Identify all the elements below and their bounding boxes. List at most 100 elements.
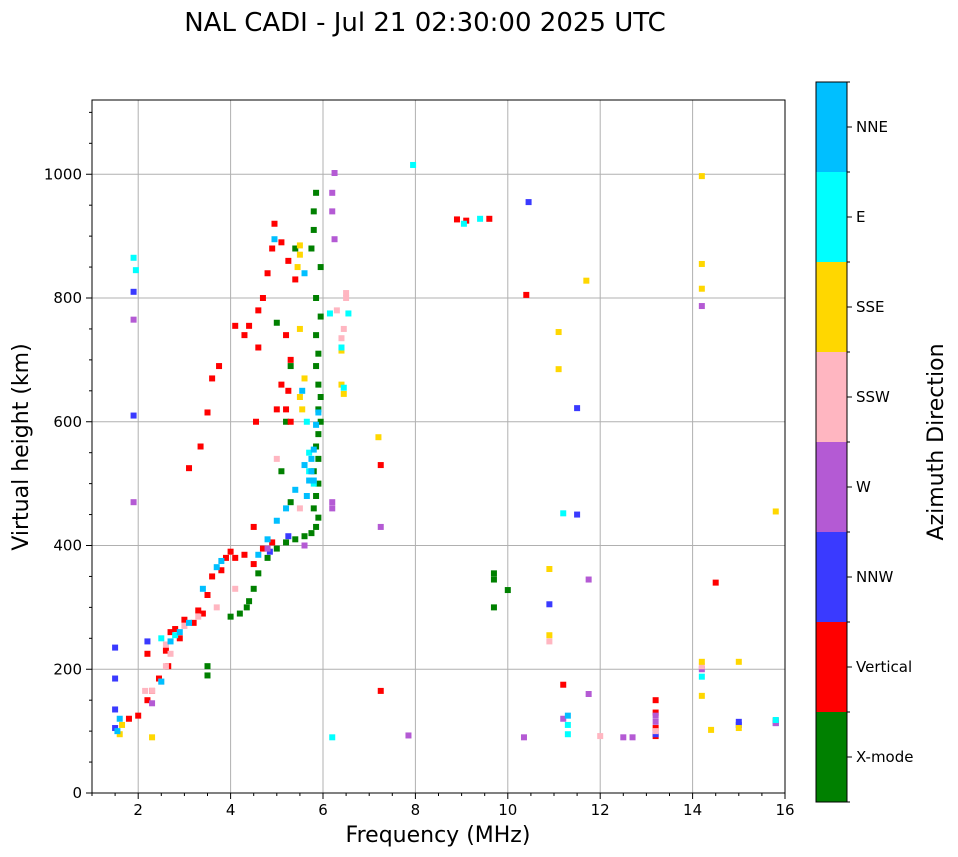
data-point-nne: [116, 715, 123, 722]
colorbar-segment-nnw: [816, 532, 847, 622]
data-point-x-mode: [283, 418, 290, 425]
data-point-w: [329, 499, 336, 506]
data-point-vertical: [199, 610, 206, 617]
colorbar-segment-x-mode: [816, 712, 847, 802]
data-point-vertical: [269, 539, 276, 546]
data-point-e: [303, 418, 310, 425]
plot-frame: [91, 99, 786, 794]
data-point-ssw: [162, 641, 169, 648]
data-point-vertical: [652, 709, 659, 716]
data-point-ssw: [333, 307, 340, 314]
data-point-x-mode: [313, 443, 320, 450]
chart-title: NAL CADI - Jul 21 02:30:00 2025 UTC: [184, 8, 666, 38]
data-point-e: [345, 310, 352, 317]
data-point-x-mode: [246, 598, 253, 605]
data-point-x-mode: [310, 226, 317, 233]
data-point-vertical: [283, 332, 290, 339]
data-point-ssw: [195, 613, 202, 620]
data-point-x-mode: [317, 418, 324, 425]
data-point-nne: [564, 712, 571, 719]
data-point-e: [158, 635, 165, 642]
data-point-w: [652, 712, 659, 719]
data-point-sse: [698, 658, 705, 665]
data-point-vertical: [209, 375, 216, 382]
data-point-ssw: [273, 455, 280, 462]
data-point-x-mode: [227, 613, 234, 620]
data-point-w: [331, 236, 338, 243]
data-point-x-mode: [313, 363, 320, 370]
y-tick-label: 800: [53, 289, 82, 307]
data-point-sse: [772, 508, 779, 515]
colorbar-tick-label: W: [856, 478, 871, 496]
data-point-nne: [315, 409, 322, 416]
data-point-x-mode: [308, 530, 315, 537]
data-point-w: [130, 316, 137, 323]
data-point-nne: [306, 477, 313, 484]
data-point-vertical: [246, 322, 253, 329]
data-point-w: [405, 732, 412, 739]
data-point-vertical: [241, 551, 248, 558]
data-point-vertical: [377, 687, 384, 694]
data-point-ssw: [343, 295, 350, 301]
data-point-vertical: [172, 626, 179, 633]
data-point-x-mode: [313, 523, 320, 530]
data-point-vertical: [218, 567, 225, 574]
data-point-x-mode: [236, 610, 243, 617]
data-point-nne: [303, 493, 310, 499]
data-point-vertical: [463, 217, 470, 224]
data-point-sse: [338, 347, 345, 354]
data-point-vertical: [190, 619, 197, 626]
data-point-vertical: [285, 387, 292, 394]
data-point-nne: [213, 564, 220, 571]
data-point-nnw: [266, 548, 273, 555]
x-tick-label: 12: [591, 801, 610, 819]
data-point-x-mode: [315, 406, 322, 413]
data-point-x-mode: [490, 576, 497, 583]
data-point-vertical: [283, 406, 290, 413]
data-point-vertical: [155, 675, 162, 682]
data-point-ssw: [181, 622, 188, 629]
data-point-w: [560, 715, 567, 722]
data-point-sse: [546, 566, 553, 573]
data-point-sse: [708, 726, 715, 733]
data-point-sse: [698, 692, 705, 699]
data-point-w: [130, 499, 137, 506]
data-point-vertical: [176, 635, 183, 642]
data-point-w: [698, 666, 705, 673]
data-point-nne: [301, 462, 308, 469]
data-point-vertical: [227, 548, 234, 555]
data-point-w: [698, 303, 705, 310]
data-point-ssw: [149, 687, 156, 694]
data-point-nnw: [546, 601, 553, 608]
data-point-ssw: [652, 728, 659, 735]
data-point-sse: [698, 285, 705, 292]
data-point-vertical: [255, 344, 262, 351]
data-point-ssw: [232, 585, 239, 592]
data-point-e: [172, 632, 179, 639]
data-point-sse: [340, 390, 347, 397]
data-point-vertical: [195, 607, 202, 614]
data-point-nne: [299, 387, 306, 394]
data-point-x-mode: [264, 554, 271, 561]
data-point-e: [698, 673, 705, 680]
data-point-sse: [546, 632, 553, 639]
data-point-vertical: [144, 650, 151, 657]
data-point-w: [629, 734, 636, 741]
data-point-sse: [735, 658, 742, 665]
data-point-x-mode: [313, 493, 320, 499]
data-point-ssw: [142, 687, 149, 694]
y-axis-label: Virtual height (km): [9, 343, 34, 550]
data-point-vertical: [652, 697, 659, 704]
y-tick-label: 600: [53, 413, 82, 431]
data-point-nnw: [112, 706, 119, 713]
data-point-nne: [310, 477, 317, 484]
data-point-x-mode: [283, 539, 290, 546]
data-point-nnw: [735, 718, 742, 725]
data-point-vertical: [135, 712, 142, 719]
data-point-ssw: [597, 733, 604, 740]
data-point-e: [340, 384, 347, 391]
data-point-vertical: [712, 579, 719, 586]
x-tick-label: 2: [133, 801, 143, 819]
data-point-sse: [119, 721, 126, 728]
data-point-e: [310, 480, 317, 487]
